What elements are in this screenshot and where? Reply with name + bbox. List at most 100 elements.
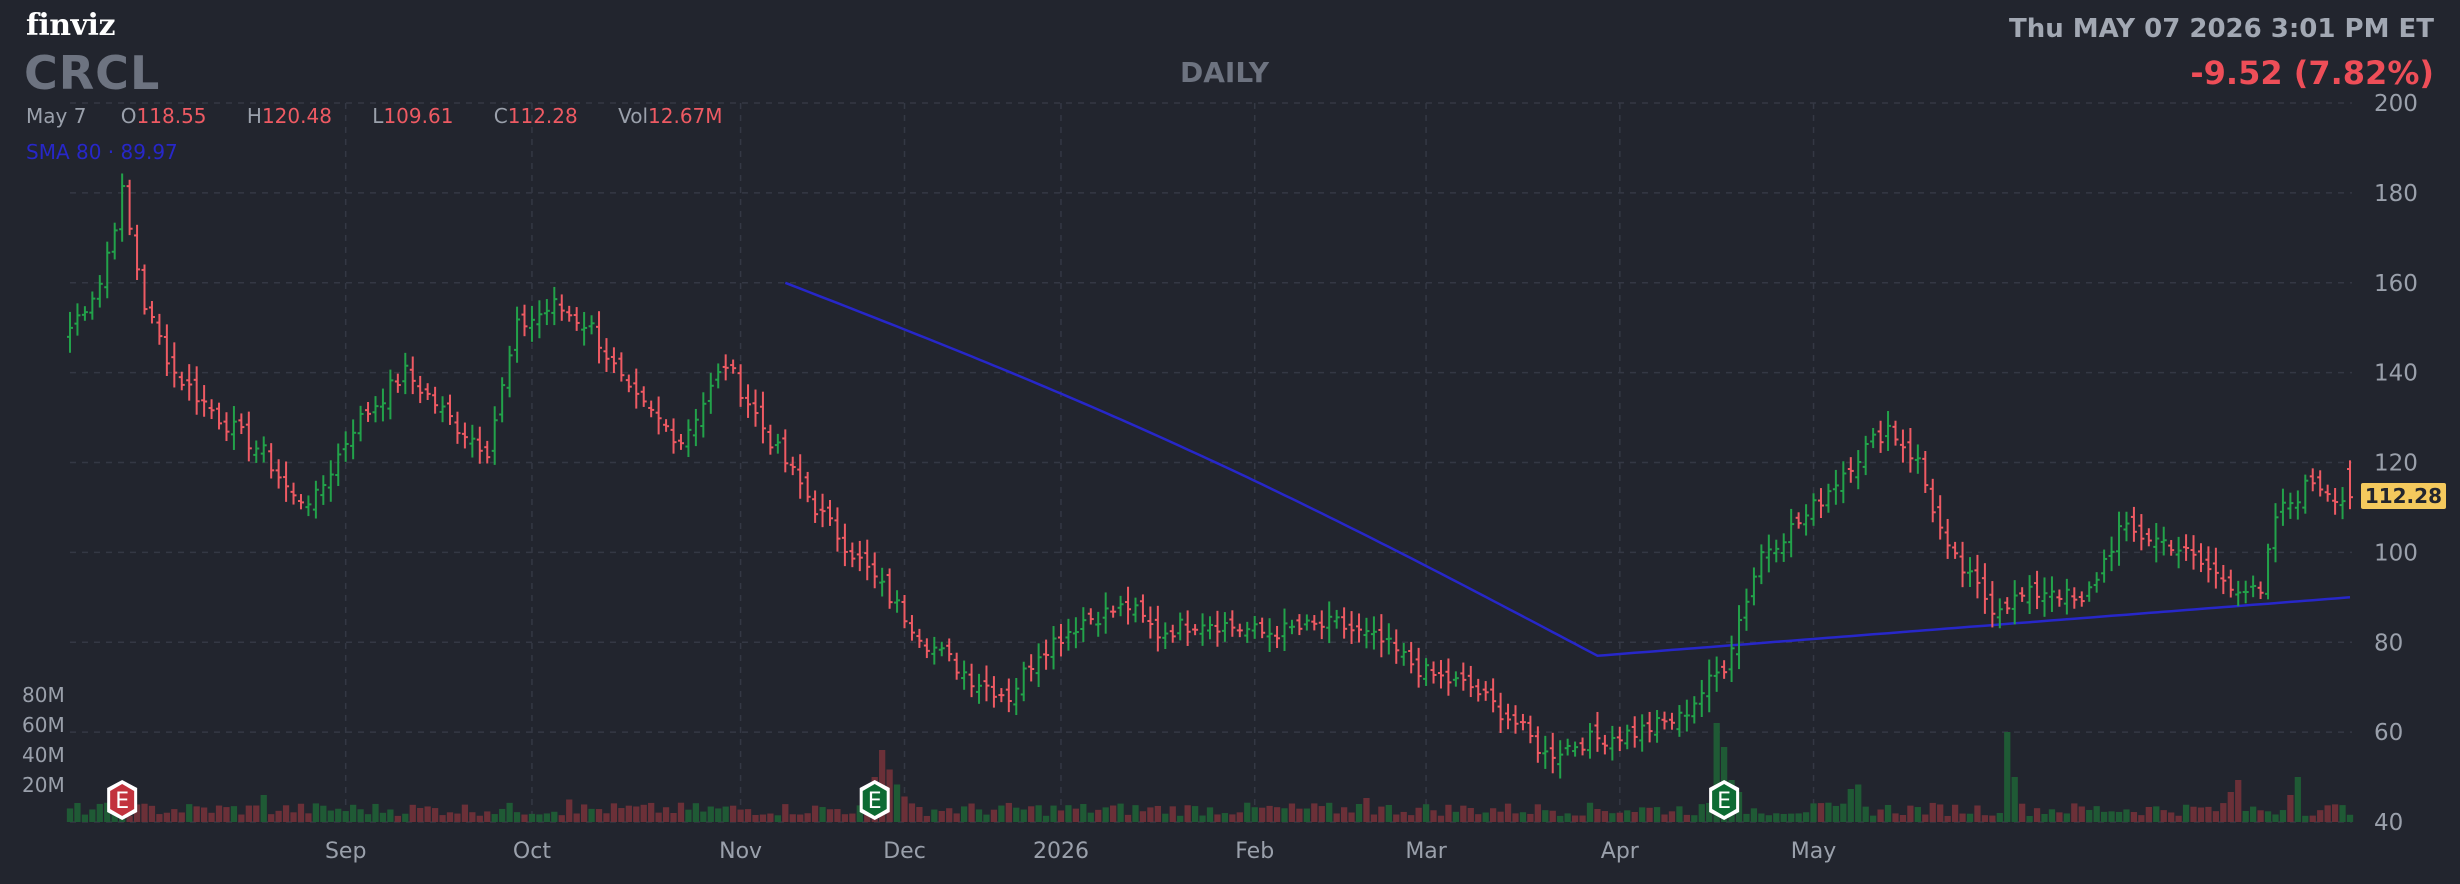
- volume-bar: [1557, 815, 1564, 822]
- volume-bar: [1229, 814, 1236, 822]
- volume-bar: [1698, 804, 1705, 822]
- volume-bar: [1564, 813, 1571, 822]
- ohlc-bar: [685, 419, 692, 458]
- ohlc-bar: [931, 636, 938, 665]
- volume-bar: [856, 805, 863, 822]
- ohlc-bar: [1840, 461, 1847, 504]
- volume-tick-label: 20M: [22, 773, 65, 797]
- volume-bar: [1914, 807, 1921, 822]
- ohlc-bar: [2175, 536, 2182, 569]
- ohlc-bar: [633, 368, 640, 409]
- ohlc-bar: [566, 305, 573, 322]
- volume-bar: [2033, 808, 2041, 822]
- ohlc-bar: [454, 411, 461, 444]
- datetime-label: Thu MAY 07 2026 3:01 PM ET: [2008, 14, 2434, 44]
- ohlc-bar: [1922, 451, 1929, 493]
- chart-grid: [70, 102, 2352, 823]
- ohlc-bar: [1117, 595, 1124, 617]
- ohlc-bar: [1445, 658, 1452, 696]
- volume-bar: [1773, 813, 1780, 822]
- volume-bar: [1646, 807, 1653, 822]
- ohlc-bar: [2250, 575, 2257, 598]
- volume-bar: [1065, 805, 1072, 822]
- volume-bar: [2048, 809, 2056, 822]
- earnings-marker: E: [107, 780, 138, 820]
- timeframe-label[interactable]: DAILY: [1180, 56, 1270, 89]
- volume-bar: [2168, 812, 2175, 822]
- date-tick-label: Oct: [513, 839, 551, 864]
- ohlc-bar: [193, 366, 200, 415]
- volume-bar: [1273, 807, 1281, 822]
- volume-bar: [789, 814, 796, 822]
- ohlc-bar: [558, 294, 565, 321]
- ohlc-bar: [424, 383, 431, 400]
- volume-bar: [1393, 814, 1400, 822]
- ohlc-bar: [1184, 610, 1191, 646]
- earnings-marker: E: [1709, 780, 1740, 820]
- ohlc-bar: [1132, 597, 1139, 623]
- ohlc-bar: [134, 224, 141, 281]
- ohlc-bar: [275, 459, 282, 489]
- ohlc-bar: [1564, 738, 1571, 756]
- ohlc-bar: [1199, 613, 1206, 646]
- ohlc-bar: [1892, 420, 1899, 446]
- ohlc-bar: [305, 495, 312, 517]
- ohlc-bar: [2302, 474, 2309, 514]
- finviz-logo[interactable]: finviz: [26, 8, 115, 43]
- ohlc-bar: [618, 352, 625, 382]
- volume-bar: [1162, 813, 1169, 822]
- volume-bar: [1191, 806, 1199, 822]
- ohlc-bar: [1698, 679, 1705, 718]
- ohlc-bar: [596, 311, 603, 364]
- volume-bar: [357, 809, 364, 822]
- ohlc-bar: [2212, 547, 2219, 589]
- ohlc-bar: [1490, 678, 1497, 713]
- volume-bar: [1348, 812, 1355, 822]
- volume-bar: [312, 803, 320, 822]
- volume-bar: [983, 814, 990, 822]
- ohlc-bar: [148, 301, 155, 324]
- ohlc-bar: [2339, 487, 2346, 520]
- sma-indicator-label[interactable]: SMA 80 · 89.97: [26, 140, 178, 164]
- ohlc-bar: [864, 539, 871, 581]
- volume-bar: [1050, 805, 1057, 822]
- ohlc-bar: [1318, 610, 1325, 640]
- ohlc-bar: [886, 568, 893, 609]
- ohlc-bar: [1616, 726, 1623, 752]
- volume-bar: [1639, 807, 1646, 822]
- ohlc-bar: [2138, 514, 2145, 551]
- ohlc-bar: [677, 433, 684, 450]
- ohlc-bar: [1780, 533, 1787, 562]
- volume-bar: [1758, 813, 1765, 822]
- price-tick-label: 200: [2374, 91, 2418, 117]
- volume-bar: [1884, 804, 1892, 822]
- ohlc-bar: [1259, 617, 1266, 639]
- ohlc-bar: [2220, 564, 2227, 595]
- volume-bar: [1527, 813, 1534, 822]
- ohlc-bar: [1348, 611, 1355, 644]
- volume-bar: [491, 814, 498, 822]
- volume-bar: [1281, 808, 1288, 822]
- ohlc-bar: [439, 396, 446, 423]
- volume-bar: [1653, 807, 1661, 822]
- volume-bar: [2041, 813, 2048, 822]
- volume-bar: [1795, 813, 1802, 822]
- earnings-marker-label: E: [868, 789, 882, 814]
- ohlc-bar: [1937, 495, 1944, 540]
- ohlc-bar: [1356, 613, 1363, 643]
- ohlc-bar: [1452, 671, 1459, 687]
- volume-bar: [1400, 811, 1407, 822]
- volume-bar: [2257, 810, 2264, 822]
- volume-bar: [774, 815, 781, 822]
- volume-bar: [1206, 807, 1214, 822]
- volume-bar: [1624, 810, 1631, 822]
- ohlc-bar: [171, 342, 178, 388]
- volume-bar: [260, 795, 267, 822]
- ohlc-bar: [163, 324, 170, 377]
- ohlc-bar: [983, 665, 990, 702]
- ohlc-bar: [2287, 492, 2294, 519]
- volume-bar: [1005, 802, 1012, 822]
- ohlc-bar: [759, 391, 766, 444]
- volume-tick-label: 60M: [22, 713, 65, 737]
